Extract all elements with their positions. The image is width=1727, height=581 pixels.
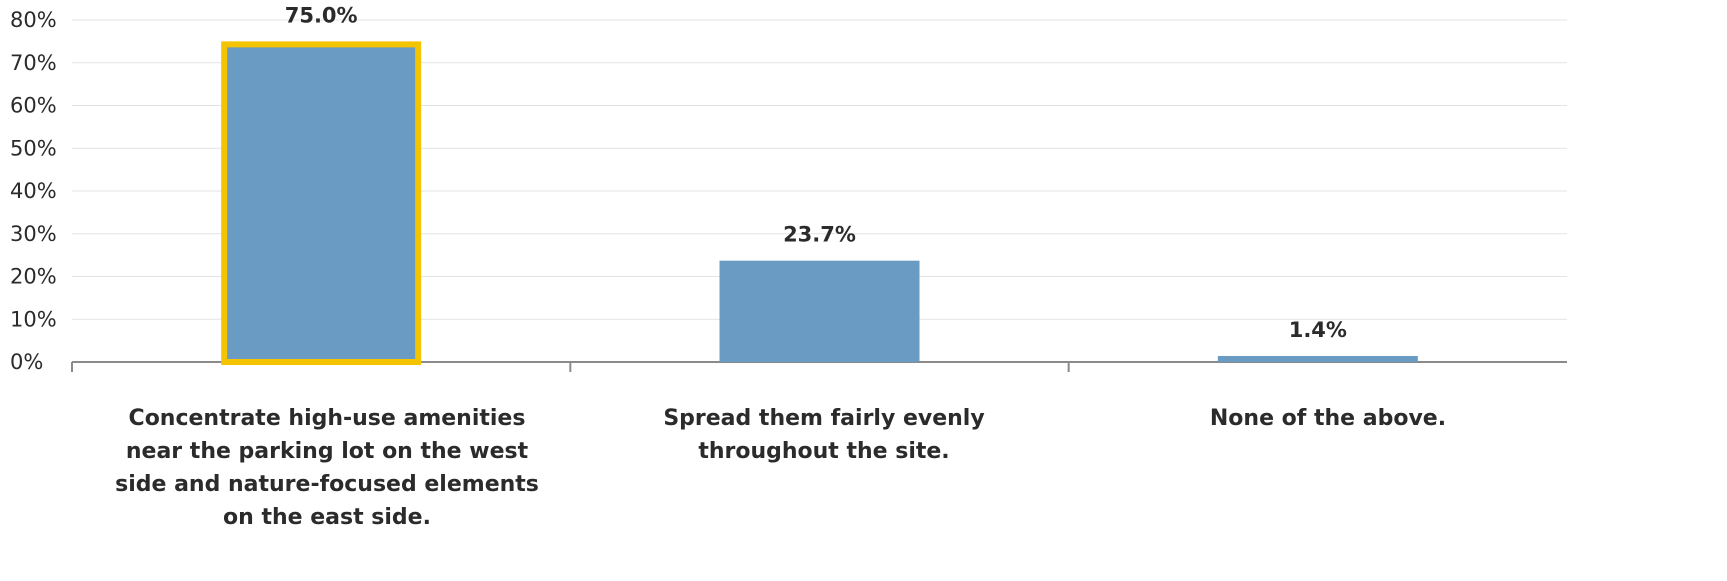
y-tick-label: 60% [10,94,57,118]
y-tick-label: 70% [10,51,57,75]
bar [1217,356,1418,362]
y-tick-label: 30% [10,222,57,246]
bar [719,260,920,362]
y-tick-label: 10% [10,307,57,331]
y-tick-label: 50% [10,136,57,160]
category-label-none: None of the above. [1209,406,1447,431]
y-tick-label: 80% [10,8,57,32]
category-label-concentrate: Concentrate high-use amenities near the … [115,406,539,530]
bar-highlighted [221,41,422,365]
y-tick-label: 0% [10,350,43,374]
data-label: 1.4% [1289,318,1347,342]
category-label-spread: Spread them fairly evenly throughout the… [663,406,985,464]
data-label: 23.7% [783,223,856,247]
data-label: 75.0% [285,3,358,27]
y-tick-label: 40% [10,179,57,203]
y-tick-label: 20% [10,265,57,289]
